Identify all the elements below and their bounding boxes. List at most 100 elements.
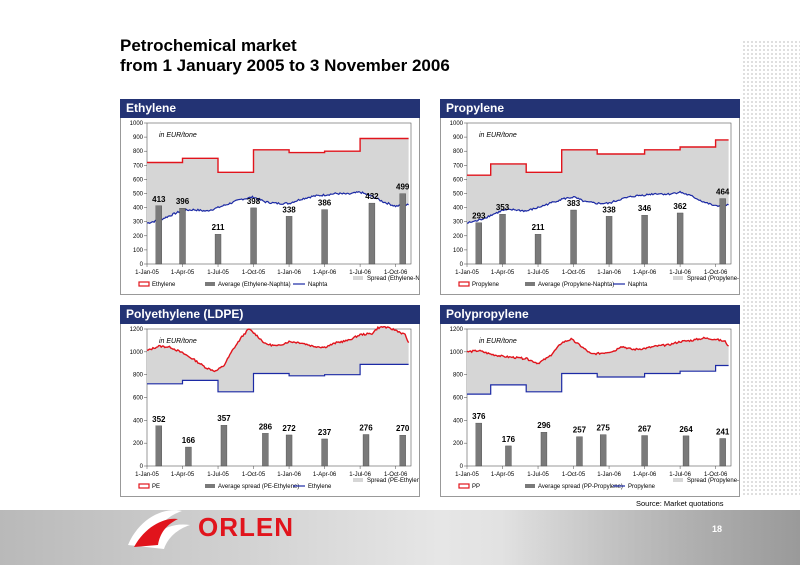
y-tick-label: 0 — [140, 464, 144, 470]
bar-value-label: 386 — [318, 199, 332, 208]
bar — [250, 207, 257, 265]
bar — [570, 209, 577, 265]
x-tick-label: 1-Apr-06 — [633, 270, 657, 276]
y-tick-label: 200 — [453, 234, 464, 240]
bar — [399, 193, 406, 265]
y-tick-label: 300 — [133, 220, 144, 226]
legend-label-average: Average (Ethylene-Naphta) — [218, 282, 291, 288]
legend-swatch-average — [205, 282, 215, 286]
y-tick-label: 600 — [133, 177, 144, 183]
base-series-line — [146, 191, 409, 224]
bar — [214, 234, 222, 265]
bar — [719, 198, 726, 265]
bar — [155, 205, 162, 265]
unit-note: in EUR/tone — [159, 132, 197, 139]
bar — [321, 438, 328, 467]
bar-value-label: 286 — [259, 422, 273, 431]
x-tick-label: 1-Oct-06 — [704, 270, 728, 276]
bar-value-label: 275 — [596, 424, 610, 433]
x-tick-label: 1-Apr-05 — [171, 270, 195, 276]
y-tick-label: 100 — [453, 248, 464, 254]
spread-area — [467, 337, 729, 395]
x-tick-label: 1-Jan-05 — [135, 270, 159, 276]
y-tick-label: 800 — [133, 149, 144, 155]
x-tick-label: 1-Apr-05 — [491, 270, 515, 276]
y-tick-label: 100 — [133, 248, 144, 254]
x-tick-label: 1-Oct-06 — [704, 472, 728, 478]
bar-value-label: 241 — [716, 427, 730, 436]
bar — [682, 435, 690, 467]
legend-swatch-product — [138, 483, 150, 489]
page-title-line2: from 1 January 2005 to 3 November 2006 — [120, 56, 450, 75]
y-tick-label: 600 — [133, 396, 144, 402]
x-tick-label: 1-Jul-06 — [349, 270, 371, 276]
base-series-line — [466, 190, 729, 224]
unit-note: in EUR/tone — [159, 338, 197, 345]
bar — [576, 436, 583, 467]
x-tick-label: 1-Jul-06 — [669, 270, 691, 276]
y-tick-label: 1000 — [130, 121, 144, 127]
product-series-line — [147, 137, 409, 173]
y-tick-label: 400 — [453, 206, 464, 212]
chart-title: Propylene — [440, 99, 740, 118]
unit-note: in EUR/tone — [479, 132, 517, 139]
bar — [321, 209, 328, 265]
bar-value-label: 464 — [716, 188, 730, 197]
spread-area — [147, 326, 409, 392]
y-tick-label: 200 — [133, 441, 144, 447]
x-tick-label: 1-Jul-06 — [669, 472, 691, 478]
legend-swatch-spread — [353, 478, 363, 482]
x-tick-label: 1-Apr-06 — [313, 472, 337, 478]
bar — [285, 434, 293, 467]
bar — [599, 434, 607, 467]
y-tick-label: 500 — [453, 192, 464, 198]
bar — [399, 435, 406, 467]
unit-note: in EUR/tone — [479, 338, 517, 345]
legend-swatch-average — [525, 484, 535, 488]
bar-value-label: 346 — [638, 204, 652, 213]
bar-value-label: 352 — [152, 415, 166, 424]
bar — [475, 422, 482, 467]
page-title: Petrochemical market from 1 January 2005… — [120, 36, 450, 76]
chart-panel-polyethylene: Polyethylene (LDPE) 0 200 400 600 800 1000 120… — [120, 305, 420, 497]
y-tick-label: 600 — [453, 177, 464, 183]
y-tick-label: 200 — [453, 441, 464, 447]
chart-polypropylene: 0 200 400 600 800 1000 1200 1-Jan-05 1-Apr-05 1-J… — [450, 327, 739, 490]
x-tick-label: 1-Oct-05 — [242, 472, 266, 478]
y-tick-label: 300 — [453, 220, 464, 226]
y-tick-label: 1000 — [130, 350, 144, 356]
x-tick-label: 1-Apr-06 — [313, 270, 337, 276]
legend-label-average: Average spread (PP-Propylene) — [538, 484, 623, 490]
bar — [220, 425, 228, 467]
x-tick-label: 1-Jan-06 — [277, 472, 301, 478]
x-tick-label: 1-Apr-05 — [491, 472, 515, 478]
legend-label-product: Propylene — [472, 282, 500, 288]
bar — [155, 425, 162, 467]
bar-value-label: 211 — [532, 223, 545, 232]
bar-value-label: 276 — [359, 423, 373, 432]
spread-area — [467, 139, 729, 224]
bar — [362, 434, 370, 467]
bar-value-label: 257 — [573, 426, 587, 435]
bar-value-label: 264 — [679, 425, 693, 434]
y-tick-label: 600 — [453, 396, 464, 402]
product-series-line — [146, 325, 410, 373]
legend-label-average: Average spread (PE-Ethylene) — [218, 484, 299, 490]
legend-swatch-spread — [673, 276, 683, 280]
bar-value-label: 396 — [176, 197, 190, 206]
y-tick-label: 400 — [133, 206, 144, 212]
x-tick-label: 1-Jan-06 — [277, 270, 301, 276]
bar-value-label: 432 — [365, 192, 379, 201]
chart-polyethylene: 0 200 400 600 800 1000 1200 1-Jan-05 1-Apr-05 1-J… — [130, 325, 419, 490]
chart-title: Ethylene — [120, 99, 420, 118]
y-tick-label: 900 — [133, 135, 144, 141]
decorative-dots — [742, 40, 800, 495]
bar-value-label: 338 — [602, 205, 616, 214]
spread-area — [147, 138, 409, 224]
x-tick-label: 1-Jan-05 — [135, 472, 159, 478]
source-note: Source: Market quotations — [636, 499, 724, 508]
bar-value-label: 296 — [537, 421, 551, 430]
base-series-line — [467, 364, 729, 395]
product-series-line — [467, 139, 729, 176]
bar — [676, 212, 684, 265]
